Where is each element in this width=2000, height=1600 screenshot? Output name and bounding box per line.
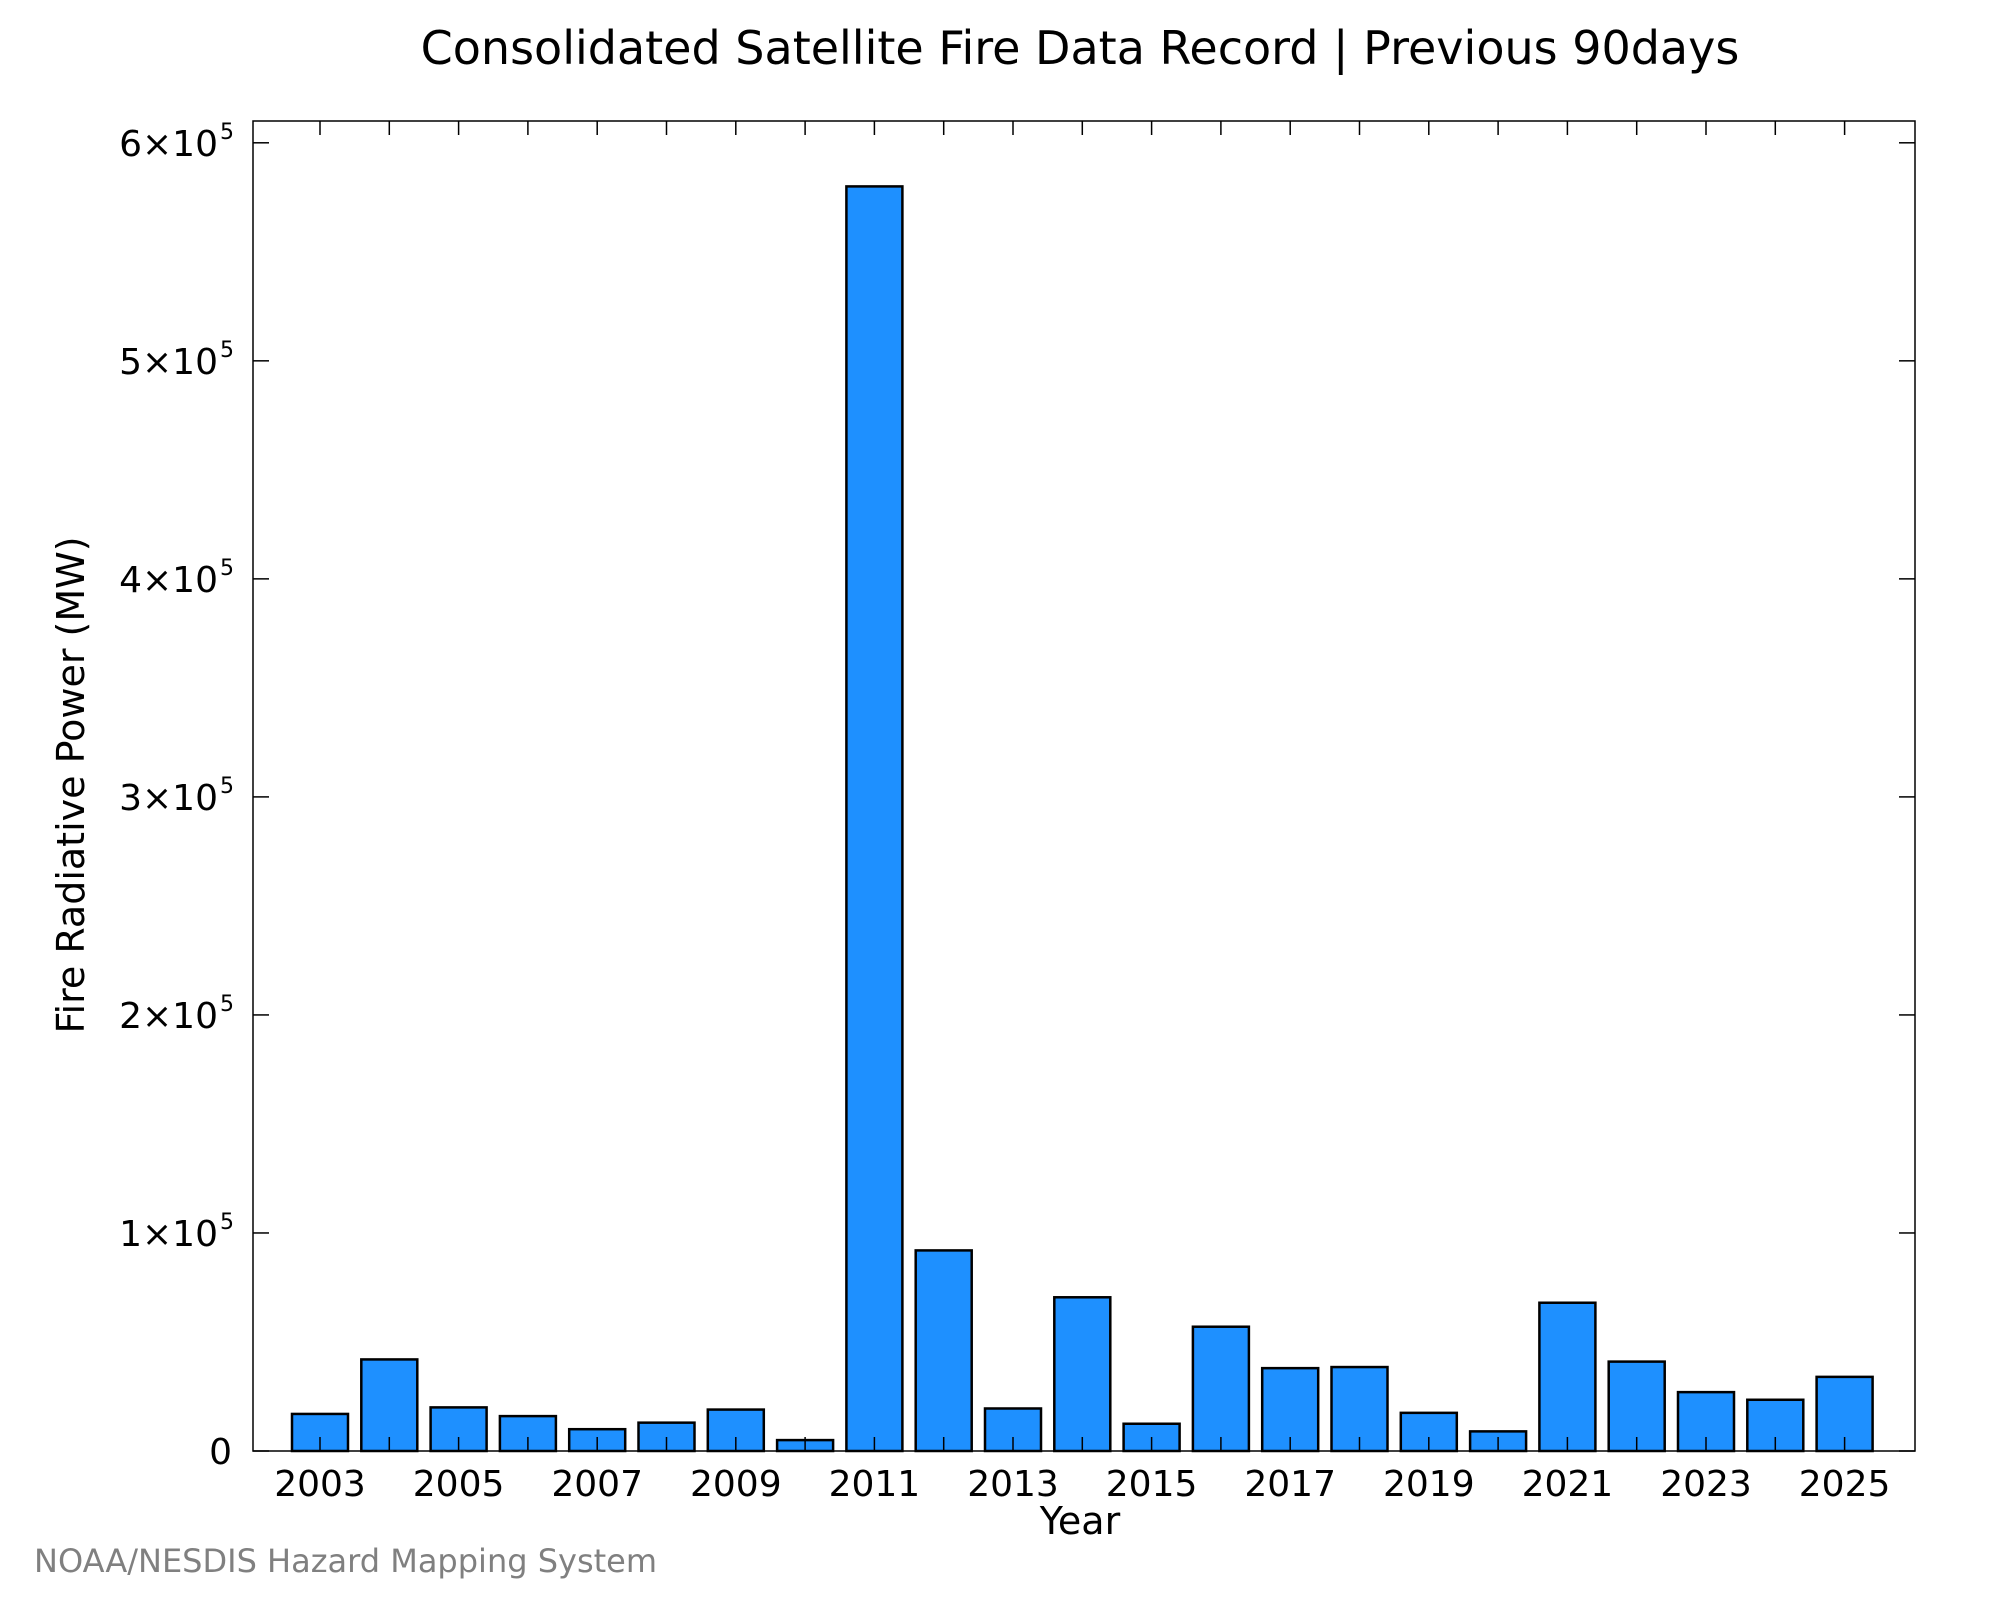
plot-area: 2003 2005 2007 2009 2011 2013 2015 2017 2019 2021… bbox=[119, 120, 1916, 1505]
y-tick-label-200000: 2×10 bbox=[119, 996, 218, 1037]
y-tick-exponent-200000: 5 bbox=[220, 992, 234, 1017]
y-tick-exponent-500000: 5 bbox=[220, 338, 234, 363]
x-tick-label-2011: 2011 bbox=[829, 1464, 921, 1505]
x-tick-label-2019: 2019 bbox=[1383, 1464, 1475, 1505]
plot-frame bbox=[252, 120, 1916, 1452]
y-tick-exponent-600000: 5 bbox=[220, 120, 234, 145]
bar-2016 bbox=[1191, 1325, 1251, 1453]
y-tick-label-600000: 6×10 bbox=[119, 124, 218, 165]
bar-2011 bbox=[845, 185, 904, 1453]
x-tick-label-2003: 2003 bbox=[274, 1464, 366, 1505]
y-tick-label-300000: 3×10 bbox=[119, 778, 218, 819]
y-tick-exponent-300000: 5 bbox=[220, 774, 234, 799]
y-axis-label: Fire Radiative Power (MW) bbox=[49, 536, 93, 1033]
y-tick-label-500000: 5×10 bbox=[119, 342, 218, 383]
chart-title: Consolidated Satellite Fire Data Record … bbox=[421, 21, 1740, 76]
bar-2021 bbox=[1538, 1301, 1597, 1453]
x-tick-label-2007: 2007 bbox=[551, 1464, 643, 1505]
x-tick-label-2025: 2025 bbox=[1799, 1464, 1891, 1505]
y-tick-exponent-400000: 5 bbox=[220, 556, 234, 581]
bar-2012 bbox=[914, 1249, 973, 1453]
y-tick-label-0: 0 bbox=[209, 1432, 232, 1473]
x-tick-label-2015: 2015 bbox=[1106, 1464, 1198, 1505]
x-tick-label-2005: 2005 bbox=[413, 1464, 505, 1505]
x-tick-label-2017: 2017 bbox=[1244, 1464, 1336, 1505]
x-axis-label: Year bbox=[1039, 1499, 1121, 1543]
y-tick-exponent-100000: 5 bbox=[220, 1210, 234, 1235]
x-tick-label-2013: 2013 bbox=[967, 1464, 1059, 1505]
x-tick-label-2009: 2009 bbox=[690, 1464, 782, 1505]
source-credit: NOAA/NESDIS Hazard Mapping System bbox=[34, 1542, 657, 1580]
bar-2014 bbox=[1053, 1296, 1112, 1453]
x-tick-label-2021: 2021 bbox=[1522, 1464, 1614, 1505]
y-tick-label-100000: 1×10 bbox=[119, 1214, 218, 1255]
y-tick-label-400000: 4×10 bbox=[119, 560, 218, 601]
x-tick-label-2023: 2023 bbox=[1660, 1464, 1752, 1505]
